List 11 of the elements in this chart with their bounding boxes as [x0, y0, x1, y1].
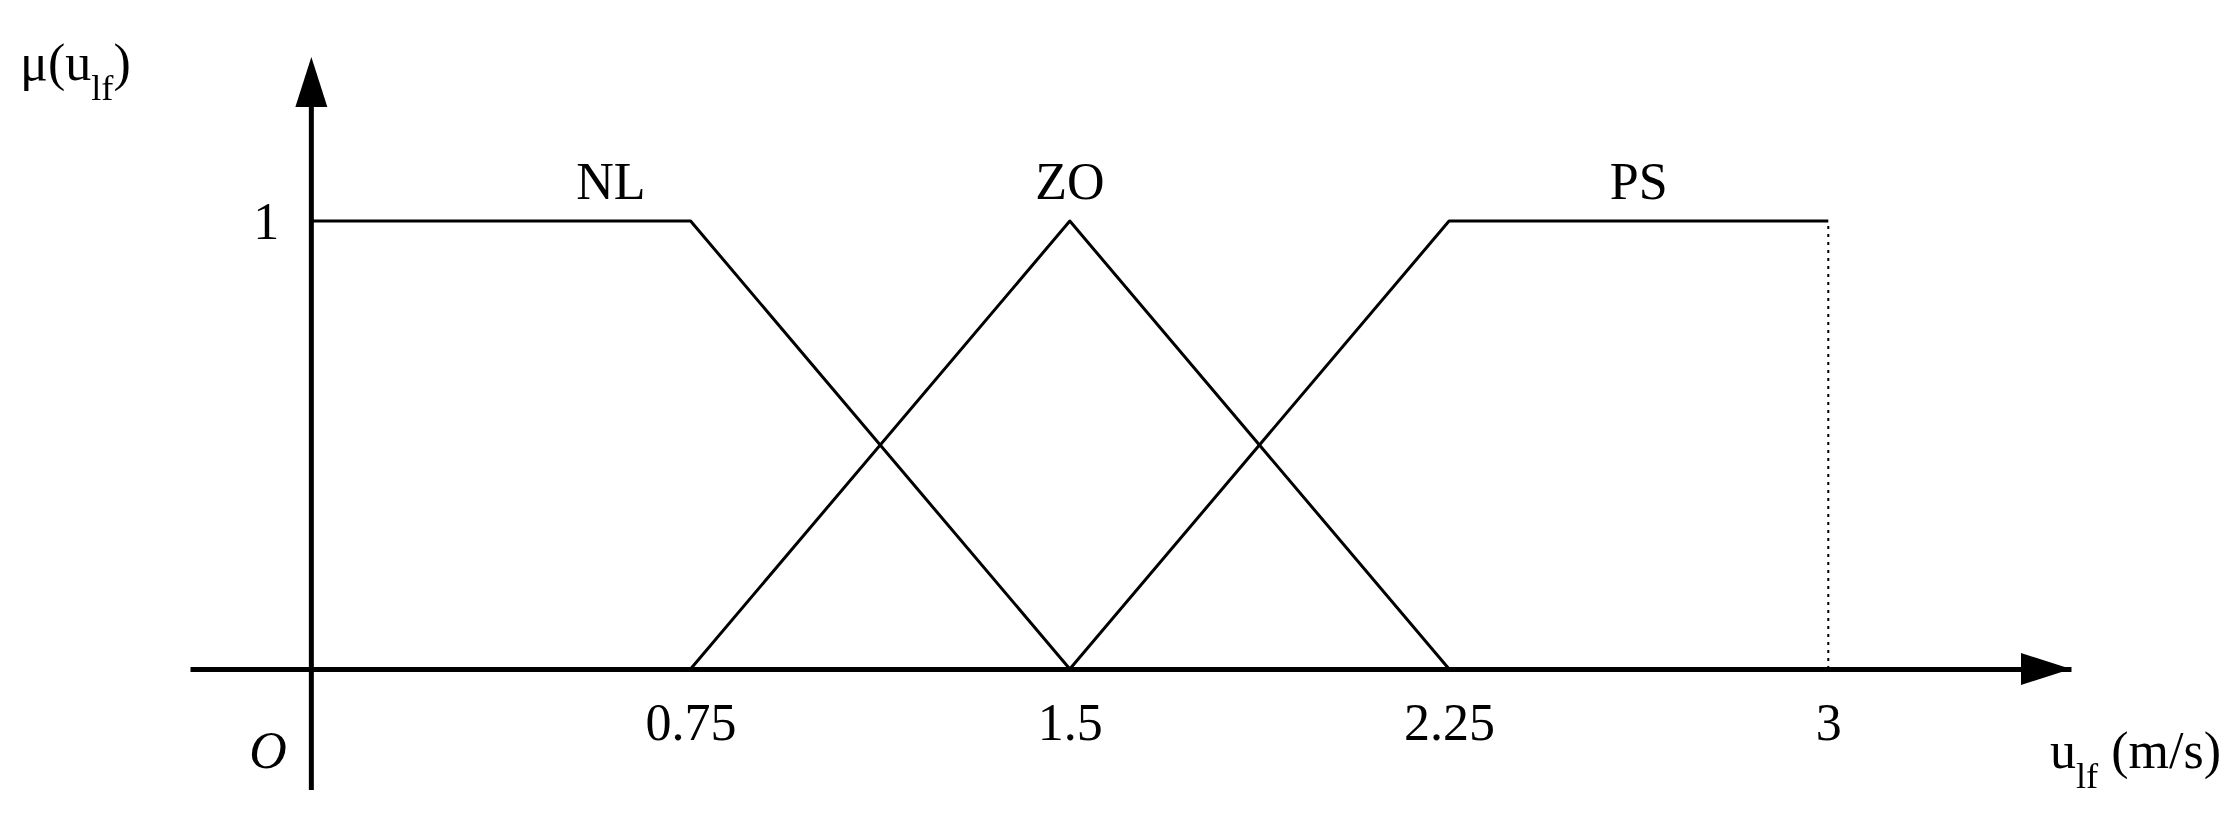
- x-tick-label: 1.5: [1037, 693, 1103, 751]
- series-label: PS: [1609, 153, 1668, 210]
- x-tick-label: 3: [1815, 693, 1842, 751]
- text: O: [249, 722, 287, 779]
- x-tick-label: 0.75: [645, 693, 737, 751]
- series-label: ZO: [1035, 153, 1105, 210]
- x-axis-title: u$_{lf}$ (m/s): [2050, 722, 2221, 796]
- series-label: NL: [576, 153, 646, 210]
- y-axis-title: μ(u$_{lf}$): [20, 34, 131, 108]
- x-tick-label: 2.25: [1404, 693, 1496, 751]
- annotation: 1: [253, 193, 280, 251]
